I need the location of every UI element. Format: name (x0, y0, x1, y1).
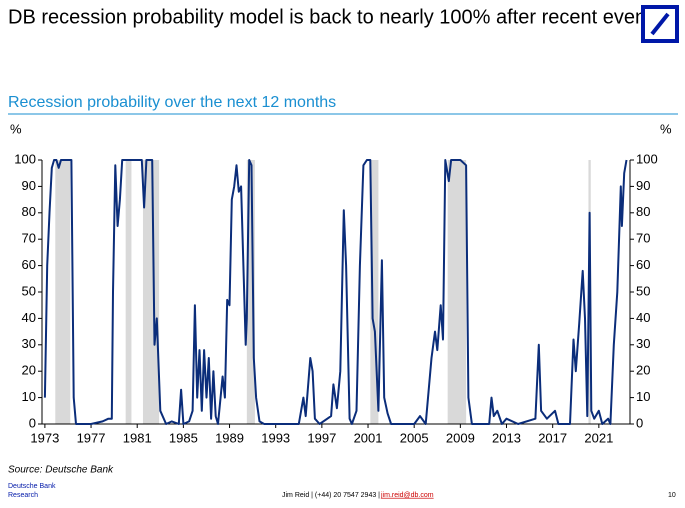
footer-company: Deutsche Bank (8, 483, 56, 490)
recession-band (447, 160, 467, 424)
y-tick-label: 50 (22, 283, 36, 298)
x-tick-label: 2009 (446, 430, 475, 445)
y2-tick-label: 0 (636, 415, 643, 430)
recession-band (370, 160, 379, 424)
x-tick-label: 2005 (400, 430, 429, 445)
recession-band (125, 160, 132, 424)
x-tick-label: 2021 (584, 430, 613, 445)
page-number: 10 (668, 492, 676, 499)
x-tick-label: 1985 (169, 430, 198, 445)
x-tick-label: 1993 (261, 430, 290, 445)
y2-tick-label: 80 (636, 204, 650, 219)
y-tick-label: 0 (29, 415, 36, 430)
y-tick-label: 90 (22, 178, 36, 193)
y2-axis-label: % (660, 121, 672, 136)
y2-tick-label: 90 (636, 178, 650, 193)
x-tick-label: 2001 (354, 430, 383, 445)
y-tick-label: 10 (22, 389, 36, 404)
x-tick-label: 1989 (215, 430, 244, 445)
y2-tick-label: 70 (636, 231, 650, 246)
recession-band (246, 160, 255, 424)
x-tick-label: 1981 (123, 430, 152, 445)
logo-slash (650, 12, 670, 36)
y-tick-label: 100 (14, 151, 36, 166)
recession-band (55, 160, 71, 424)
y2-tick-label: 60 (636, 257, 650, 272)
x-tick-label: 1973 (30, 430, 59, 445)
chart-title: Recession probability over the next 12 m… (8, 94, 336, 111)
y-tick-label: 30 (22, 336, 36, 351)
x-tick-label: 2017 (538, 430, 567, 445)
y-axis-label: % (10, 121, 22, 136)
y-tick-label: 70 (22, 231, 36, 246)
y2-tick-label: 20 (636, 363, 650, 378)
y2-tick-label: 10 (636, 389, 650, 404)
source: Source: Deutsche Bank (8, 465, 114, 476)
y-tick-label: 60 (22, 257, 36, 272)
y-tick-label: 20 (22, 363, 36, 378)
footer-division: Research (8, 492, 38, 499)
y-tick-label: 40 (22, 310, 36, 325)
footer-contact: Jim Reid | (+44) 20 7547 2943 | (282, 492, 380, 499)
x-tick-label: 1977 (77, 430, 106, 445)
y2-tick-label: 30 (636, 336, 650, 351)
x-tick-label: 2013 (492, 430, 521, 445)
slide-title: DB recession probability model is back t… (8, 6, 682, 28)
y2-tick-label: 100 (636, 151, 658, 166)
data-line (43, 159, 628, 425)
recession-band (142, 160, 160, 424)
y-tick-label: 80 (22, 204, 36, 219)
y2-tick-label: 50 (636, 283, 650, 298)
y2-tick-label: 40 (636, 310, 650, 325)
x-tick-label: 1997 (307, 430, 336, 445)
footer-email[interactable]: jim.reid@db.com (380, 492, 434, 499)
